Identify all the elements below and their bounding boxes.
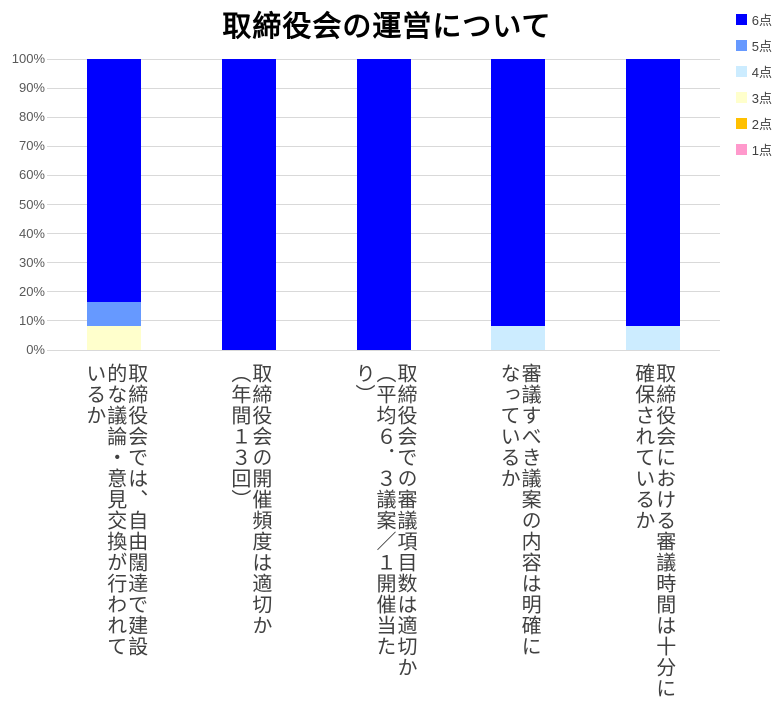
- chart-title: 取締役会の運営について: [222, 11, 552, 43]
- y-tick-label-90%: 90%: [18, 80, 45, 96]
- legend-label-2点: 2点: [751, 116, 772, 132]
- legend-swatch-1点: [735, 143, 747, 155]
- bar-5-segment-4点: [625, 325, 680, 350]
- legend-item-6点: 6点: [735, 6, 772, 32]
- y-tick-label-80%: 80%: [18, 109, 45, 125]
- legend-item-3点: 3点: [735, 84, 772, 110]
- y-tick-label-70%: 70%: [18, 138, 45, 154]
- legend-item-5点: 5点: [735, 32, 772, 58]
- y-tick-label-40%: 40%: [18, 225, 45, 241]
- gridline-0%: [47, 349, 720, 351]
- category-label-4: 審議すべき議案の内容は明確に なっているか: [497, 363, 541, 657]
- legend-item-4点: 4点: [735, 58, 772, 84]
- category-label-3: 取締役会での審議項目数は適切か （平均６．３議案／１開催当た り）: [352, 363, 416, 678]
- bar-2-segment-6点: [221, 59, 276, 350]
- y-tick-label-10%: 10%: [18, 312, 45, 328]
- category-label-5: 取締役会における審議時間は十分に 確保されているか: [631, 363, 675, 699]
- legend-label-1点: 1点: [751, 142, 772, 158]
- legend-swatch-4点: [735, 65, 747, 77]
- bar-4-segment-6点: [491, 59, 546, 326]
- y-tick-label-30%: 30%: [18, 254, 45, 270]
- bar-4-segment-4点: [491, 325, 546, 350]
- legend: 6点 5点 4点 3点 2点 1点: [735, 6, 772, 162]
- y-tick-label-50%: 50%: [18, 196, 45, 212]
- bar-1-segment-3点: [87, 325, 142, 350]
- category-label-2: 取締役会の開催頻度は適切か （年間１３回）: [227, 363, 271, 636]
- legend-swatch-3点: [735, 91, 747, 103]
- legend-swatch-2点: [735, 117, 747, 129]
- legend-item-2点: 2点: [735, 110, 772, 136]
- legend-label-3点: 3点: [751, 90, 772, 106]
- bar-3-segment-6点: [356, 59, 411, 350]
- category-label-1: 取締役会では、自由闊達で建設 的な議論・意見交換が行われて いるか: [82, 363, 147, 657]
- y-tick-label-100%: 100%: [11, 51, 45, 66]
- legend-label-6点: 6点: [751, 12, 772, 28]
- y-tick-label-0%: 0%: [26, 342, 45, 357]
- y-tick-label-60%: 60%: [18, 167, 45, 183]
- legend-item-1点: 1点: [735, 136, 772, 162]
- legend-swatch-5点: [735, 39, 747, 51]
- plot-area: [47, 58, 720, 351]
- bar-1-segment-6点: [87, 59, 142, 302]
- bar-1-segment-5点: [87, 301, 142, 326]
- bar-5-segment-6点: [625, 59, 680, 326]
- legend-label-5点: 5点: [751, 38, 772, 54]
- legend-label-4点: 4点: [751, 64, 772, 80]
- y-tick-label-20%: 20%: [18, 283, 45, 299]
- legend-swatch-6点: [735, 13, 747, 25]
